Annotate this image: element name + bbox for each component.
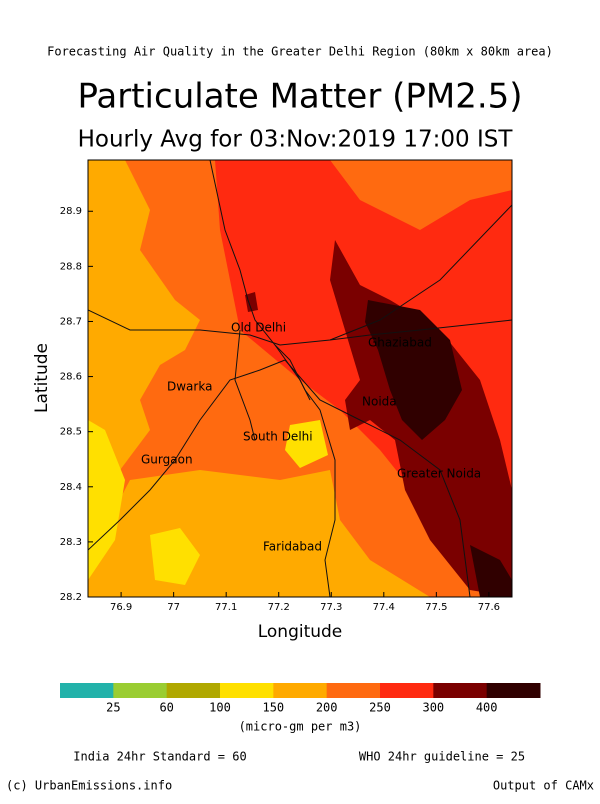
- colorbar-swatch: [433, 683, 488, 698]
- x-tick-label: 77.5: [425, 602, 447, 613]
- place-label: Dwarka: [167, 380, 212, 394]
- colorbar-swatch: [166, 683, 221, 698]
- colorbar-swatch: [326, 683, 381, 698]
- y-tick-label: 28.3: [60, 537, 82, 548]
- contour: [285, 420, 328, 468]
- place-label: Greater Noida: [397, 467, 481, 481]
- time-label: Hourly Avg for 03:Nov:2019 17:00 IST: [78, 127, 514, 153]
- place-label: South Delhi: [243, 430, 313, 444]
- colorbar-tick-label: 100: [209, 701, 231, 715]
- colorbar-swatch: [273, 683, 328, 698]
- india-standard: India 24hr Standard = 60: [73, 750, 246, 764]
- roads: [88, 160, 512, 597]
- colorbar-swatch: [60, 683, 114, 698]
- colorbar-tick-label: 250: [369, 701, 391, 715]
- place-label: Old Delhi: [231, 321, 286, 335]
- output-label: Output of CAMx: [493, 779, 594, 793]
- y-tick-label: 28.6: [60, 372, 82, 383]
- contour: [365, 300, 462, 440]
- x-tick-label: 77.4: [373, 602, 395, 613]
- colorbar-tick-label: 150: [262, 701, 284, 715]
- colorbar-tick-label: 25: [106, 701, 120, 715]
- credit: (c) UrbanEmissions.info: [6, 779, 172, 793]
- contour: [245, 292, 258, 312]
- y-tick-label: 28.2: [60, 592, 82, 603]
- y-tick-label: 28.9: [60, 206, 82, 217]
- colorbar-unit: (micro-gm per m3): [239, 720, 362, 734]
- x-tick-label: 77.2: [268, 602, 290, 613]
- colorbar-swatch: [380, 683, 434, 698]
- colorbar-tick-label: 200: [316, 701, 338, 715]
- x-tick-label: 77.3: [320, 602, 342, 613]
- contour: [88, 420, 125, 580]
- y-tick-label: 28.4: [60, 482, 82, 493]
- place-label: Ghaziabad: [368, 336, 432, 350]
- y-axis-label: Latitude: [32, 343, 52, 413]
- contour: [470, 545, 512, 597]
- y-tick-label: 28.8: [60, 261, 82, 272]
- place-label: Gurgaon: [141, 453, 193, 467]
- colorbar-swatch: [113, 683, 168, 698]
- colorbar-tick-label: 300: [422, 701, 444, 715]
- x-tick-label: 76.9: [110, 602, 132, 613]
- y-tick-label: 28.7: [60, 316, 82, 327]
- contour: [150, 528, 200, 585]
- colorbar-tick-label: 400: [476, 701, 498, 715]
- x-axis-label: Longitude: [258, 622, 343, 642]
- who-guideline: WHO 24hr guideline = 25: [359, 750, 525, 764]
- colorbar-swatch: [486, 683, 541, 698]
- y-tick-label: 28.5: [60, 427, 82, 438]
- plot-frame: [87, 159, 513, 598]
- x-tick-label: 77: [167, 602, 180, 613]
- x-tick-label: 77.1: [215, 602, 237, 613]
- place-label: Faridabad: [263, 540, 322, 554]
- colorbar-swatch: [220, 683, 274, 698]
- x-tick-label: 77.6: [478, 602, 500, 613]
- place-label: Noida: [362, 395, 397, 409]
- contour-map: [88, 160, 512, 597]
- colorbar-tick-label: 60: [159, 701, 173, 715]
- title: Particulate Matter (PM2.5): [77, 77, 522, 117]
- subtitle: Forecasting Air Quality in the Greater D…: [47, 45, 553, 59]
